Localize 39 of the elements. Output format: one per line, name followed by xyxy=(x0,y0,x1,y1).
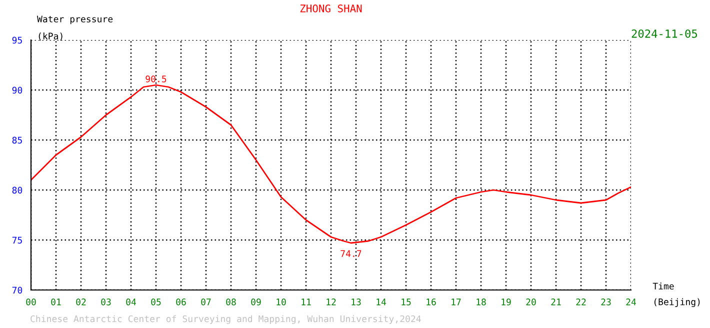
line-series xyxy=(31,84,631,244)
x-tick-label: 02 xyxy=(76,298,86,306)
y-tick-label: 75 xyxy=(12,236,22,244)
x-tick-label: 14 xyxy=(376,298,386,306)
text: 2024-11-05 xyxy=(632,29,698,38)
x-tick-label: 03 xyxy=(101,298,111,306)
x-tick-label: 24 xyxy=(626,298,636,306)
text: Chinese Antarctic Center of Surveying and Mapping, Wuhan University,2024 xyxy=(30,315,421,324)
x-tick-label: 18 xyxy=(476,298,486,306)
x-tick-label: 06 xyxy=(176,298,186,306)
x-tick-label: 15 xyxy=(402,298,411,306)
x-tick-label: 11 xyxy=(302,298,311,306)
x-tick-label: 23 xyxy=(601,298,611,306)
x-tick-label: 16 xyxy=(426,298,436,306)
x-tick-label: 20 xyxy=(526,298,536,306)
y-tick-label: 85 xyxy=(12,136,22,144)
x-tick-label: 17 xyxy=(452,298,461,306)
y-tick-label: 95 xyxy=(12,36,22,44)
x-tick-label: 00 xyxy=(26,298,36,306)
y-tick-label: 70 xyxy=(12,286,22,294)
chart-title: ZHONG SHAN xyxy=(300,4,362,12)
x-tick-label: 21 xyxy=(551,298,561,306)
annotation: 90.5 xyxy=(146,76,166,82)
y-tick-label: 90 xyxy=(12,86,22,94)
y-axis-title: Water pressure (kPa) xyxy=(37,16,113,41)
annotation: 74.7 xyxy=(340,250,362,257)
x-tick-label: 19 xyxy=(502,298,511,306)
y-tick-label: 80 xyxy=(12,186,22,194)
x-tick-label: 22 xyxy=(576,298,586,306)
x-tick-label: 07 xyxy=(201,298,211,306)
x-tick-label: 13 xyxy=(352,298,361,306)
x-tick-label: 04 xyxy=(126,298,136,306)
x-tick-label: 05 xyxy=(151,298,161,306)
x-tick-label: 01 xyxy=(51,298,61,306)
x-axis-title: Time (Beijing) xyxy=(652,282,700,308)
x-tick-label: 12 xyxy=(326,298,336,306)
x-tick-label: 09 xyxy=(251,298,261,306)
x-tick-label: 10 xyxy=(276,298,286,306)
x-tick-label: 08 xyxy=(226,298,236,306)
